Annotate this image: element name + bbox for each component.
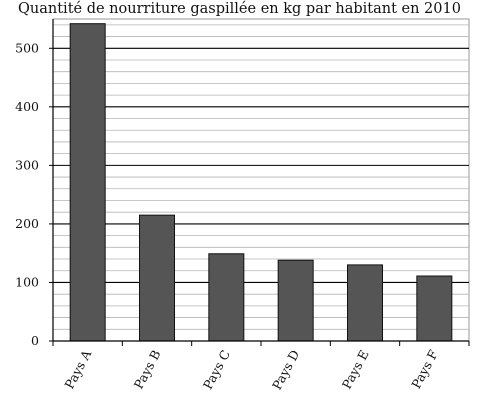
y-tick-label: 0 [31, 333, 39, 348]
grid-lines [52, 18, 470, 342]
y-tick-label: 100 [15, 274, 39, 289]
axes [49, 19, 470, 346]
chart-title: Quantité de nourriture gaspillée en kg p… [18, 1, 461, 17]
y-tick-label: 300 [15, 157, 39, 172]
bar-pays-b [139, 214, 175, 342]
bar-pays-f [416, 275, 453, 342]
bar-pays-c [208, 253, 245, 342]
y-tick-label: 400 [15, 99, 39, 114]
bar-pays-d [277, 259, 314, 342]
bar-pays-a [69, 23, 106, 342]
y-tick-label: 200 [15, 216, 39, 231]
y-tick-label: 500 [15, 40, 39, 55]
y-tick-labels: 0 100 200 300 400 500 [15, 40, 39, 348]
bars [69, 23, 453, 342]
x-category-label: Pays D [269, 347, 302, 392]
x-category-label: Pays E [339, 347, 372, 391]
x-category-label: Pays A [61, 347, 94, 392]
x-category-labels: Pays A Pays B Pays C Pays D Pays E Pays F [61, 347, 441, 393]
x-category-label: Pays F [408, 347, 441, 391]
x-category-label: Pays B [131, 347, 164, 391]
bar-pays-e [347, 264, 383, 342]
plot-frame [52, 18, 470, 342]
x-category-label: Pays C [200, 347, 233, 391]
